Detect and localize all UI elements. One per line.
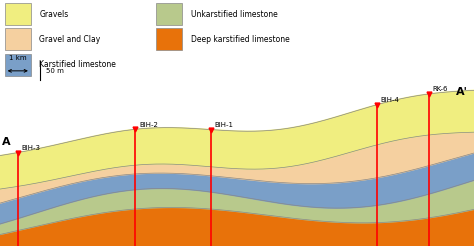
FancyBboxPatch shape (5, 3, 31, 25)
FancyBboxPatch shape (5, 54, 31, 76)
Text: BIH-4: BIH-4 (381, 97, 400, 103)
Text: Gravel and Clay: Gravel and Clay (39, 35, 100, 44)
Text: Karstified limestone: Karstified limestone (39, 60, 116, 69)
Text: RK-6: RK-6 (433, 86, 448, 92)
FancyBboxPatch shape (156, 28, 182, 50)
Text: Unkarstified limestone: Unkarstified limestone (191, 10, 278, 19)
FancyBboxPatch shape (156, 3, 182, 25)
Text: Gravels: Gravels (39, 10, 69, 19)
Text: A': A' (456, 87, 468, 97)
Text: A: A (2, 137, 11, 147)
Text: BIH-1: BIH-1 (215, 122, 234, 128)
Text: Deep karstified limestone: Deep karstified limestone (191, 35, 290, 44)
Text: 1 km: 1 km (9, 55, 27, 62)
FancyBboxPatch shape (5, 28, 31, 50)
Text: 50 m: 50 m (46, 68, 64, 74)
Text: BIH-2: BIH-2 (139, 122, 158, 128)
Text: BIH-3: BIH-3 (22, 145, 41, 151)
